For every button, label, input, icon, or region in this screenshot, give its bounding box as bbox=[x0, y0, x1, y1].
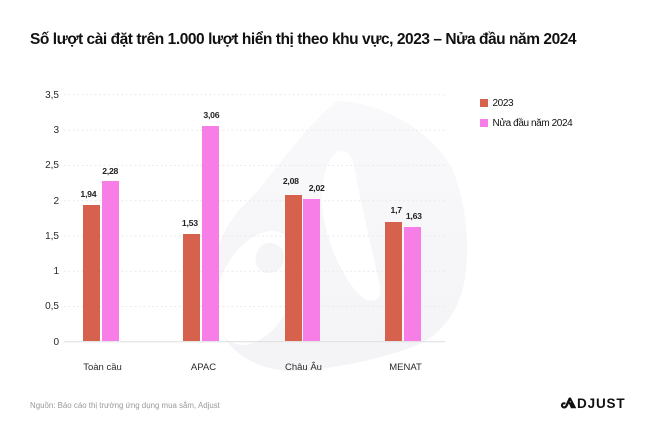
svg-text:DJUST: DJUST bbox=[577, 396, 626, 411]
